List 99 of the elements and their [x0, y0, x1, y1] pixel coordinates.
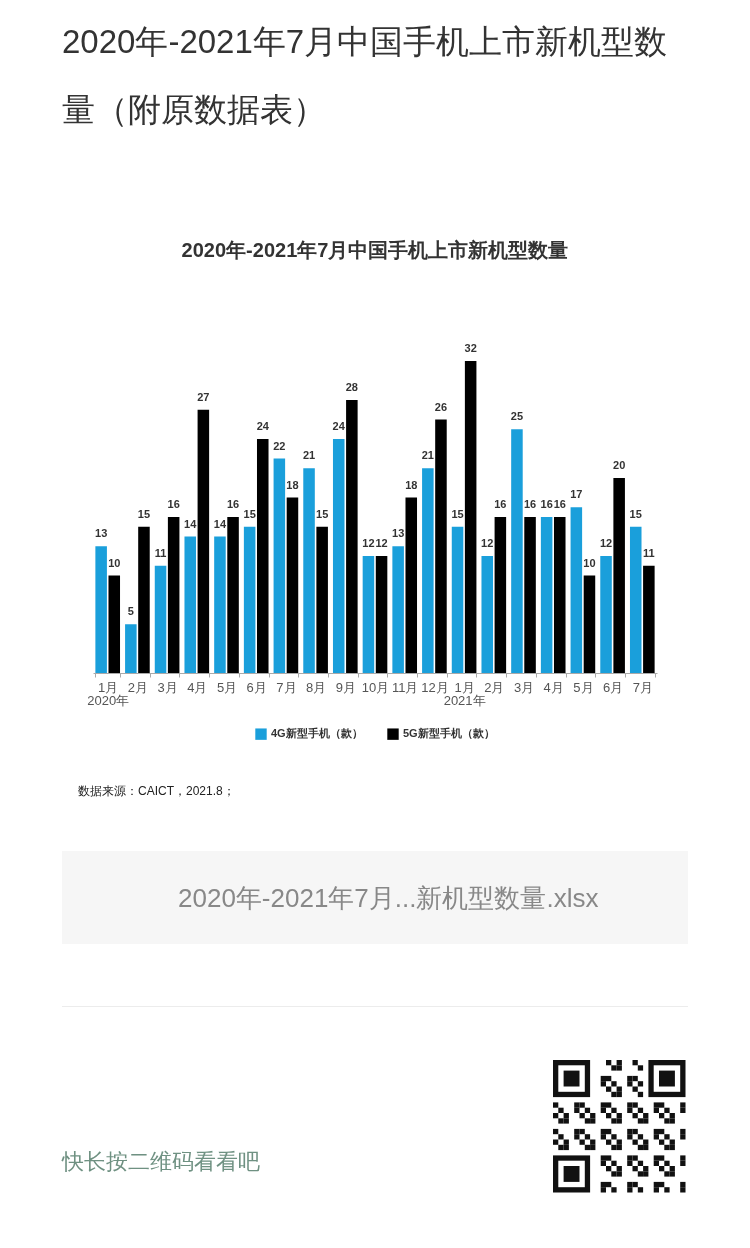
- legend-label: 5G新型手机（款）: [403, 727, 495, 741]
- x-tick-label: 7月: [632, 679, 653, 695]
- data-label: 12: [362, 537, 375, 549]
- data-label: 24: [256, 420, 270, 432]
- data-label: 15: [316, 507, 329, 520]
- data-label: 15: [243, 507, 256, 520]
- x-tick-label: 6月: [602, 679, 624, 695]
- bar: [332, 439, 345, 673]
- bar: [422, 468, 434, 673]
- bar: [108, 575, 121, 673]
- bar: [303, 468, 315, 673]
- data-label: 26: [434, 400, 448, 413]
- data-label: 10: [583, 556, 596, 569]
- bar: [524, 517, 536, 673]
- bar: [451, 526, 464, 673]
- bar: [227, 517, 239, 673]
- bar: [435, 419, 447, 673]
- x-tick-label: 10月: [361, 679, 390, 695]
- bar: [511, 429, 523, 673]
- data-label: 15: [629, 507, 642, 520]
- data-label: 16: [523, 498, 537, 510]
- bar: [643, 565, 655, 673]
- data-label: 16: [540, 498, 553, 510]
- data-label: 22: [273, 439, 286, 452]
- x-tick-label: 4月: [187, 679, 208, 695]
- x-tick-label: 8月: [305, 679, 327, 695]
- data-label: 13: [95, 527, 108, 540]
- bar: [138, 526, 150, 673]
- data-label: 15: [451, 507, 464, 520]
- bar: [286, 497, 299, 673]
- x-tick-label: 7月: [276, 679, 297, 695]
- data-label: 14: [213, 517, 227, 530]
- data-label: 20: [613, 459, 626, 471]
- data-label: 12: [375, 537, 388, 549]
- bar: [583, 575, 596, 673]
- x-tick-label: 5月: [573, 679, 594, 695]
- bar: [95, 546, 107, 673]
- chart-title: 2020年-2021年7月中国手机上市新机型数量（附原数据表）: [62, 22, 669, 130]
- bar: [481, 556, 494, 673]
- chart-subtitle: 2020年-2021年7月中国手机上市新机型数量: [181, 239, 569, 261]
- data-label: 18: [286, 478, 299, 491]
- bar: [494, 517, 507, 673]
- bar: [375, 556, 388, 673]
- text: 快长按二维码看看吧: [62, 1148, 260, 1176]
- data-label: 16: [494, 498, 507, 510]
- bar: [362, 556, 375, 673]
- data-label: 11: [643, 546, 655, 559]
- data-label: 18: [405, 478, 418, 491]
- data-label: 14: [184, 517, 198, 530]
- x-tick-label: 3月: [513, 679, 535, 695]
- bar: [405, 497, 418, 673]
- bar: [392, 546, 404, 673]
- data-label: 21: [421, 449, 434, 462]
- bar: [273, 458, 286, 673]
- bar: [256, 439, 269, 673]
- bar: [197, 409, 210, 673]
- data-label: 28: [345, 381, 358, 393]
- data-label: 16: [167, 498, 180, 510]
- bar: [553, 517, 566, 673]
- x-tick-label: 2月: [484, 679, 505, 695]
- x-tick-label: 11月: [391, 679, 419, 695]
- x-tick-label: 4月: [543, 679, 564, 695]
- bar: [540, 517, 553, 673]
- data-label: 27: [197, 390, 210, 403]
- x-tick-label: 6月: [246, 679, 267, 695]
- data-label: 16: [226, 498, 240, 510]
- data-label: 11: [154, 546, 167, 559]
- data-label: 5: [127, 605, 134, 618]
- bar: [464, 361, 477, 673]
- bar: [346, 400, 358, 673]
- text: 2020年-2021年7月...新机型数量.xlsx: [178, 882, 599, 915]
- bar: [125, 624, 137, 673]
- data-label: 17: [570, 488, 583, 501]
- bar: [214, 536, 226, 673]
- bar: [600, 556, 612, 673]
- bar: [154, 565, 167, 673]
- bar: [629, 526, 642, 673]
- data-label: 24: [332, 420, 346, 432]
- data-label: 10: [108, 556, 121, 569]
- data-label: 13: [392, 527, 405, 540]
- bar: [243, 526, 256, 673]
- data-label: 25: [510, 410, 524, 423]
- legend-label: 4G新型手机（款）: [271, 727, 363, 741]
- bar: [613, 478, 625, 673]
- data-label: 12: [481, 537, 494, 549]
- data-label: 12: [599, 537, 613, 549]
- x-tick-label: 2月: [127, 679, 149, 695]
- bar: [167, 517, 180, 673]
- data-label: 15: [137, 507, 151, 520]
- x-tick-label: 9月: [335, 679, 356, 695]
- bar: [316, 526, 328, 673]
- data-label: 16: [553, 498, 566, 510]
- x-tick-label: 5月: [216, 679, 238, 695]
- bar: [184, 536, 197, 673]
- source-note: 数据来源：CAICT，2021.8；: [78, 783, 235, 800]
- x-tick-label: 3月: [157, 679, 178, 695]
- data-label: 21: [302, 449, 316, 462]
- bar: [570, 507, 583, 673]
- data-label: 32: [464, 342, 477, 354]
